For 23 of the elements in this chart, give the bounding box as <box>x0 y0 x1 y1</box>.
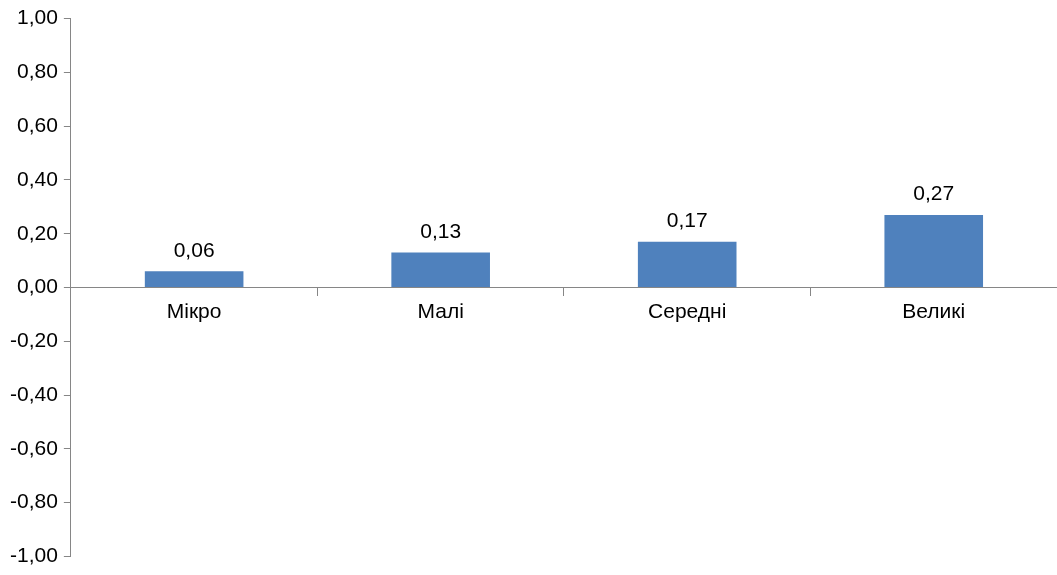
bar <box>144 271 244 287</box>
y-tick-label: 0,80 <box>16 59 58 83</box>
y-tick-label: -0,40 <box>9 381 58 405</box>
data-label: 0,17 <box>666 208 708 232</box>
y-tick-label: 1,00 <box>16 5 58 29</box>
y-tick-label: 0,40 <box>16 166 58 190</box>
x-tick-label: Мікро <box>166 298 222 322</box>
bar <box>884 214 984 287</box>
data-label: 0,06 <box>173 237 215 261</box>
data-label: 0,27 <box>913 181 955 205</box>
y-tick-label: -1,00 <box>9 543 58 567</box>
y-tick-label: -0,80 <box>9 489 58 513</box>
y-tick-label: 0,60 <box>16 112 58 136</box>
y-tick-label: 0,00 <box>16 274 58 298</box>
x-tick-label: Малі <box>417 298 464 322</box>
data-label: 0,13 <box>420 218 462 242</box>
y-tick-label: -0,60 <box>9 435 58 459</box>
bar <box>637 241 737 287</box>
y-tick-label: 0,20 <box>16 220 58 244</box>
x-tick-label: Середні <box>648 298 727 322</box>
bar <box>391 252 490 287</box>
x-tick-label: Великі <box>902 298 966 322</box>
y-tick-label: -0,20 <box>9 328 58 352</box>
